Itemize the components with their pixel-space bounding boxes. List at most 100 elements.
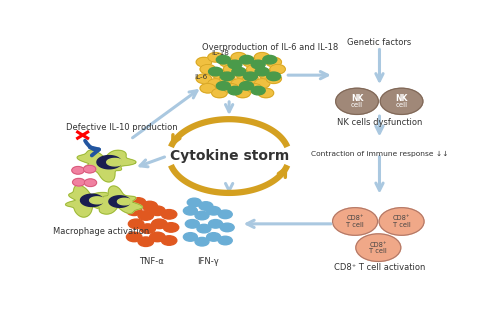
- Circle shape: [199, 202, 213, 210]
- Circle shape: [84, 165, 96, 173]
- Circle shape: [231, 53, 246, 62]
- Circle shape: [152, 219, 167, 229]
- Circle shape: [140, 224, 156, 233]
- Text: NK cells dysfunction: NK cells dysfunction: [337, 118, 422, 127]
- Circle shape: [218, 210, 232, 219]
- Circle shape: [142, 201, 158, 211]
- Text: Defective IL-10 production: Defective IL-10 production: [66, 123, 178, 132]
- Text: NK: NK: [351, 94, 363, 103]
- Polygon shape: [109, 196, 130, 207]
- Circle shape: [246, 65, 262, 74]
- Circle shape: [150, 206, 165, 216]
- Circle shape: [186, 220, 200, 228]
- Circle shape: [188, 198, 201, 207]
- Circle shape: [150, 232, 165, 242]
- Circle shape: [200, 83, 216, 93]
- Text: cell: cell: [396, 102, 407, 108]
- Circle shape: [216, 82, 230, 90]
- Text: TNF-α: TNF-α: [139, 257, 164, 266]
- Text: cell: cell: [351, 102, 363, 108]
- Text: NK: NK: [396, 94, 408, 103]
- Circle shape: [235, 88, 250, 98]
- Circle shape: [231, 79, 246, 88]
- Polygon shape: [97, 156, 122, 169]
- Text: CD8⁺: CD8⁺: [393, 215, 410, 221]
- Polygon shape: [91, 186, 142, 214]
- Circle shape: [224, 65, 239, 74]
- Circle shape: [138, 237, 154, 247]
- Text: CD8⁺ T cell activation: CD8⁺ T cell activation: [334, 263, 425, 272]
- Circle shape: [240, 55, 254, 64]
- Circle shape: [224, 83, 239, 93]
- Circle shape: [195, 211, 209, 220]
- Circle shape: [380, 88, 423, 114]
- Circle shape: [235, 69, 250, 79]
- Circle shape: [206, 233, 220, 241]
- Circle shape: [356, 234, 401, 261]
- Circle shape: [84, 179, 96, 187]
- Circle shape: [228, 60, 242, 69]
- Circle shape: [200, 65, 216, 74]
- Circle shape: [138, 211, 154, 220]
- Circle shape: [379, 208, 424, 235]
- Polygon shape: [66, 185, 119, 217]
- Circle shape: [184, 233, 198, 241]
- Circle shape: [258, 88, 274, 98]
- Circle shape: [220, 57, 235, 67]
- Circle shape: [220, 223, 234, 232]
- Text: T cell: T cell: [392, 222, 410, 227]
- Circle shape: [263, 55, 277, 64]
- Circle shape: [251, 60, 265, 69]
- Text: IFN-γ: IFN-γ: [197, 257, 218, 266]
- Polygon shape: [77, 150, 136, 182]
- Circle shape: [232, 67, 246, 76]
- Circle shape: [72, 178, 85, 186]
- Circle shape: [206, 206, 220, 215]
- Circle shape: [163, 223, 179, 232]
- Circle shape: [197, 224, 211, 233]
- Circle shape: [130, 198, 146, 207]
- Circle shape: [196, 74, 212, 83]
- Text: Genetic factors: Genetic factors: [348, 38, 412, 47]
- Circle shape: [266, 72, 280, 81]
- Circle shape: [72, 167, 84, 174]
- Circle shape: [240, 82, 254, 90]
- Circle shape: [336, 88, 378, 114]
- Circle shape: [212, 69, 227, 79]
- Circle shape: [208, 67, 222, 76]
- Polygon shape: [118, 198, 132, 205]
- Circle shape: [242, 74, 258, 83]
- Circle shape: [270, 65, 285, 74]
- Circle shape: [254, 79, 270, 88]
- Polygon shape: [80, 194, 104, 206]
- Circle shape: [184, 206, 198, 215]
- Circle shape: [258, 69, 274, 79]
- Text: Macrophage activation: Macrophage activation: [53, 227, 150, 236]
- Circle shape: [126, 206, 142, 216]
- Text: CD8⁺: CD8⁺: [346, 215, 364, 221]
- Text: IL-6: IL-6: [194, 74, 207, 80]
- Circle shape: [266, 57, 281, 67]
- Text: T cell: T cell: [370, 248, 387, 254]
- Circle shape: [208, 79, 224, 88]
- Circle shape: [220, 72, 234, 81]
- Text: Cytokine storm: Cytokine storm: [170, 149, 289, 163]
- Circle shape: [162, 210, 177, 219]
- Circle shape: [220, 74, 235, 83]
- Circle shape: [251, 86, 265, 95]
- Text: CD8⁺: CD8⁺: [370, 242, 387, 248]
- Circle shape: [196, 57, 212, 67]
- Circle shape: [244, 72, 258, 81]
- Text: IL-18: IL-18: [212, 50, 230, 56]
- Circle shape: [216, 55, 230, 64]
- Circle shape: [126, 232, 142, 242]
- Circle shape: [228, 86, 242, 95]
- Circle shape: [208, 53, 224, 62]
- Text: Overproduction of IL-6 and IL-18: Overproduction of IL-6 and IL-18: [202, 43, 338, 52]
- Circle shape: [218, 236, 232, 245]
- Circle shape: [242, 57, 258, 67]
- Polygon shape: [106, 159, 123, 166]
- Circle shape: [266, 74, 281, 83]
- Text: Contraction of immune response ↓↓: Contraction of immune response ↓↓: [311, 151, 448, 157]
- Circle shape: [128, 219, 144, 229]
